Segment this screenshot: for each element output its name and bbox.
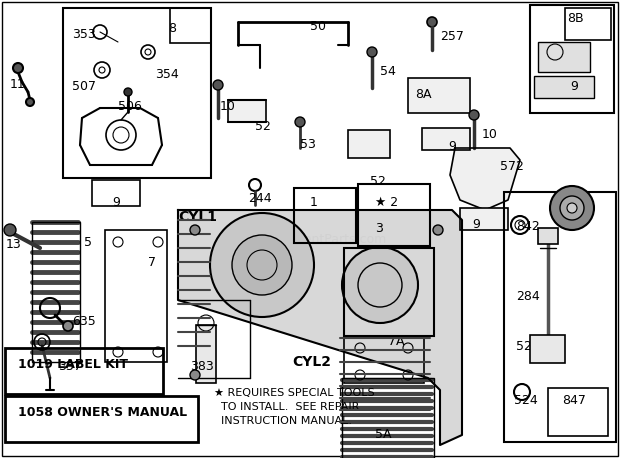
Text: 9: 9 <box>448 140 456 153</box>
Text: 635: 635 <box>72 315 95 328</box>
Ellipse shape <box>210 213 314 317</box>
Ellipse shape <box>295 117 305 127</box>
Text: 842: 842 <box>516 220 540 233</box>
Ellipse shape <box>367 47 377 57</box>
Bar <box>5 348 163 394</box>
Bar <box>344 248 434 336</box>
Bar <box>63 8 211 178</box>
Ellipse shape <box>13 63 23 73</box>
Text: ★ 869: ★ 869 <box>348 278 387 291</box>
Bar <box>344 338 424 383</box>
Text: 257: 257 <box>440 30 464 43</box>
Text: 8A: 8A <box>415 88 432 101</box>
Text: 353: 353 <box>72 28 95 41</box>
Bar <box>32 222 80 362</box>
Polygon shape <box>178 210 462 445</box>
Text: 11: 11 <box>10 78 26 91</box>
Text: 13: 13 <box>6 238 22 251</box>
Ellipse shape <box>232 235 292 295</box>
Text: 8B: 8B <box>567 12 583 25</box>
Bar <box>92 180 140 206</box>
Text: 52: 52 <box>370 175 386 188</box>
Ellipse shape <box>4 224 16 236</box>
Text: 572: 572 <box>500 160 524 173</box>
Text: 337: 337 <box>58 360 82 373</box>
Bar <box>422 128 470 150</box>
Text: 54: 54 <box>380 65 396 78</box>
Text: 5A: 5A <box>375 428 391 441</box>
Ellipse shape <box>433 225 443 235</box>
Text: 354: 354 <box>155 68 179 81</box>
Bar <box>538 42 590 72</box>
Text: 9: 9 <box>112 196 120 209</box>
Text: ★ 871: ★ 871 <box>348 258 387 271</box>
Bar <box>294 188 356 243</box>
Text: CYL1: CYL1 <box>178 210 217 224</box>
Bar <box>170 8 211 43</box>
Text: 10: 10 <box>482 128 498 141</box>
Ellipse shape <box>469 110 479 120</box>
Ellipse shape <box>342 247 418 323</box>
Text: 506: 506 <box>118 100 142 113</box>
Bar <box>5 396 198 442</box>
Text: 524: 524 <box>514 394 538 407</box>
Text: 7: 7 <box>148 256 156 269</box>
Bar <box>504 192 616 442</box>
Bar <box>534 76 594 98</box>
Bar <box>548 388 608 436</box>
Bar <box>530 335 565 363</box>
Polygon shape <box>450 148 520 210</box>
Text: 50: 50 <box>310 20 326 33</box>
Ellipse shape <box>427 17 437 27</box>
Text: ★ 870: ★ 870 <box>348 298 388 311</box>
Text: 7A: 7A <box>388 335 404 348</box>
Bar <box>460 208 508 230</box>
Text: 10: 10 <box>220 100 236 113</box>
Bar <box>408 78 470 113</box>
Ellipse shape <box>124 88 132 96</box>
Text: 525: 525 <box>516 340 540 353</box>
Bar <box>196 325 216 383</box>
Ellipse shape <box>190 370 200 380</box>
Text: 284: 284 <box>516 290 540 303</box>
Text: 1019 LABEL KIT: 1019 LABEL KIT <box>18 358 128 371</box>
Bar <box>538 228 558 244</box>
Text: 9: 9 <box>472 218 480 231</box>
Text: 507: 507 <box>72 80 96 93</box>
Text: 8: 8 <box>168 22 176 35</box>
Text: 1058 OWNER'S MANUAL: 1058 OWNER'S MANUAL <box>18 406 187 419</box>
Text: 1: 1 <box>310 196 318 209</box>
Ellipse shape <box>26 98 34 106</box>
Text: 9: 9 <box>570 80 578 93</box>
Text: 52: 52 <box>255 120 271 133</box>
Bar <box>342 378 434 458</box>
Text: 5: 5 <box>84 236 92 249</box>
Text: 523: 523 <box>565 200 589 213</box>
Ellipse shape <box>190 225 200 235</box>
Text: ★ 2: ★ 2 <box>375 196 398 209</box>
Text: 244: 244 <box>248 192 272 205</box>
Bar <box>565 8 611 40</box>
Text: ★ REQUIRES SPECIAL TOOLS
  TO INSTALL.  SEE REPAIR
  INSTRUCTION MANUAL.: ★ REQUIRES SPECIAL TOOLS TO INSTALL. SEE… <box>214 388 374 426</box>
Bar <box>105 230 167 362</box>
Text: 53: 53 <box>300 138 316 151</box>
Text: 847: 847 <box>562 394 586 407</box>
Bar <box>530 5 614 113</box>
Bar <box>348 130 390 158</box>
Text: eReplacementParts.com: eReplacementParts.com <box>234 234 386 246</box>
Ellipse shape <box>63 321 73 331</box>
Ellipse shape <box>213 80 223 90</box>
Ellipse shape <box>567 203 577 213</box>
Text: 383: 383 <box>190 360 214 373</box>
Bar <box>358 184 430 246</box>
Ellipse shape <box>560 196 584 220</box>
Bar <box>228 100 266 122</box>
Ellipse shape <box>550 186 594 230</box>
Text: 3: 3 <box>375 222 383 235</box>
Text: CYL2: CYL2 <box>292 355 331 369</box>
